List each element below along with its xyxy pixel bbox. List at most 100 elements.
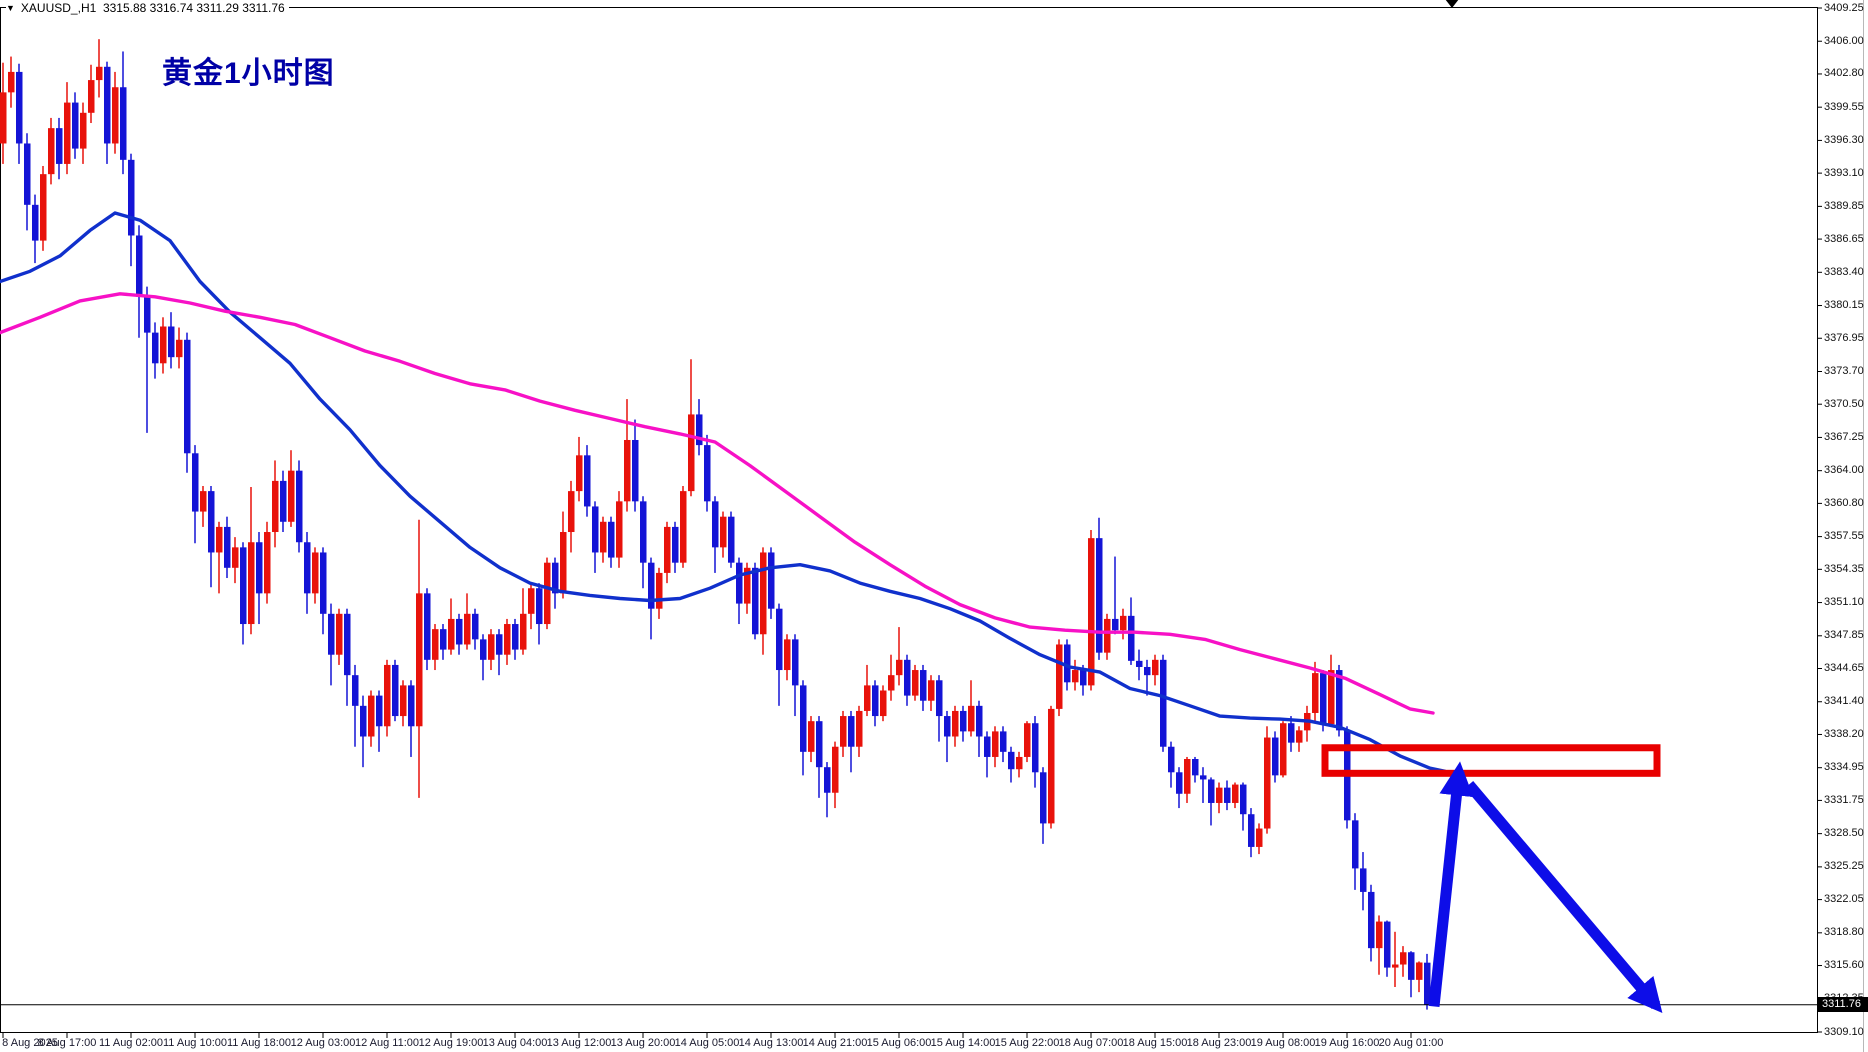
time-tick-label: 15 Aug 06:00 [866, 1037, 932, 1049]
candle-body [640, 501, 647, 563]
candle-body [208, 491, 215, 553]
candle-body [1104, 618, 1111, 653]
price-tick-label: 3399.55 [1824, 100, 1864, 113]
candle-body [280, 480, 287, 522]
candle-body [1216, 787, 1223, 803]
candle-body [24, 143, 31, 205]
time-tick-label: 11 Aug 18:00 [226, 1037, 292, 1049]
resistance-zone-box[interactable] [1321, 744, 1661, 777]
candle-body [88, 80, 95, 113]
time-tick-label: 19 Aug 08:00 [1250, 1037, 1316, 1049]
time-tick-label: 8 Aug 17:00 [37, 1037, 97, 1049]
candle-body [560, 532, 567, 594]
candle-body [792, 639, 799, 686]
candle-body [1048, 708, 1055, 824]
time-tick-label: 19 Aug 16:00 [1314, 1037, 1380, 1049]
candle-body [984, 736, 991, 757]
candle-body [1208, 779, 1215, 803]
candle-body [112, 87, 119, 144]
time-tick-label: 8 Aug 2025 [2, 1037, 58, 1049]
candle-body [32, 204, 39, 241]
time-tick-label: 11 Aug 10:00 [162, 1037, 228, 1049]
price-tick-label: 3309.10 [1824, 1025, 1864, 1038]
candle-body [104, 66, 111, 144]
bounce-up-arrow[interactable] [1428, 761, 1474, 1008]
candle-body [160, 326, 167, 364]
candle-body [1328, 670, 1335, 725]
projected-drop-arrow[interactable] [1464, 781, 1663, 1013]
time-tick-label: 12 Aug 03:00 [290, 1037, 356, 1049]
candle-body [1144, 666, 1151, 676]
candle-body [1088, 538, 1095, 686]
candle-body [1232, 784, 1239, 803]
candles-layer [0, 39, 1431, 1010]
candle-body [824, 767, 831, 793]
candle-body [408, 685, 415, 727]
candle-body [1352, 820, 1359, 869]
candle-body [0, 92, 7, 144]
candle-body [808, 721, 815, 752]
candle-body [992, 731, 999, 757]
candle-body [200, 491, 207, 512]
candle-body [1272, 737, 1279, 776]
candle-body [1024, 723, 1031, 757]
ohlc-readout[interactable]: ▼ XAUUSD_,H1 3315.88 3316.74 3311.29 3311… [6, 1, 289, 15]
candle-body [72, 102, 79, 149]
time-tick-label: 15 Aug 14:00 [930, 1037, 996, 1049]
candle-body [584, 455, 591, 507]
candle-body [128, 159, 135, 236]
candle-body [1288, 723, 1295, 743]
candle-body [8, 71, 15, 93]
candle-body [240, 547, 247, 625]
candle-body [168, 326, 175, 358]
candle-body [648, 562, 655, 609]
candle-body [888, 675, 895, 691]
candle-body [568, 491, 575, 533]
time-tick-label: 18 Aug 15:00 [1122, 1037, 1188, 1049]
current-price-tag: 3311.76 [1818, 997, 1868, 1013]
candle-body [1184, 759, 1191, 794]
candle-body [1112, 618, 1119, 631]
candle-body [624, 439, 631, 502]
candle-body [152, 332, 159, 364]
candle-body [1200, 775, 1207, 780]
candle-body [1240, 784, 1247, 815]
price-tick-label: 3393.10 [1824, 166, 1864, 179]
candle-body [1224, 787, 1231, 803]
candle-body [480, 639, 487, 660]
candle-body [304, 542, 311, 594]
candle-body [264, 532, 271, 594]
candle-body [120, 87, 127, 160]
candle-body [768, 552, 775, 609]
candle-body [656, 572, 663, 609]
candle-body [840, 716, 847, 747]
price-tick-label: 3334.95 [1824, 761, 1864, 774]
candle-body [1064, 644, 1071, 683]
candle-body [504, 624, 511, 655]
candle-body [80, 112, 87, 149]
candle-body [872, 685, 879, 717]
candle-body [592, 506, 599, 553]
candle-body [944, 716, 951, 737]
chart-shift-marker-icon[interactable] [1445, 0, 1459, 8]
candle-body [1040, 772, 1047, 824]
candle-body [456, 618, 463, 645]
candle-body [40, 174, 47, 241]
price-tick-label: 3318.80 [1824, 926, 1864, 939]
candle-body [320, 552, 327, 614]
candle-body [1264, 737, 1271, 829]
symbol-dropdown-icon[interactable]: ▼ [6, 3, 15, 13]
candle-body [1056, 644, 1063, 709]
candle-body [1312, 673, 1319, 713]
candle-body [864, 685, 871, 711]
candle-body [832, 746, 839, 793]
candle-body [1392, 964, 1399, 968]
candle-body [352, 675, 359, 706]
time-tick-label: 11 Aug 02:00 [98, 1037, 164, 1049]
price-tick-label: 3396.30 [1824, 133, 1864, 146]
price-tick-label: 3322.05 [1824, 893, 1864, 906]
price-tick-label: 3367.25 [1824, 430, 1864, 443]
candle-body [440, 629, 447, 650]
